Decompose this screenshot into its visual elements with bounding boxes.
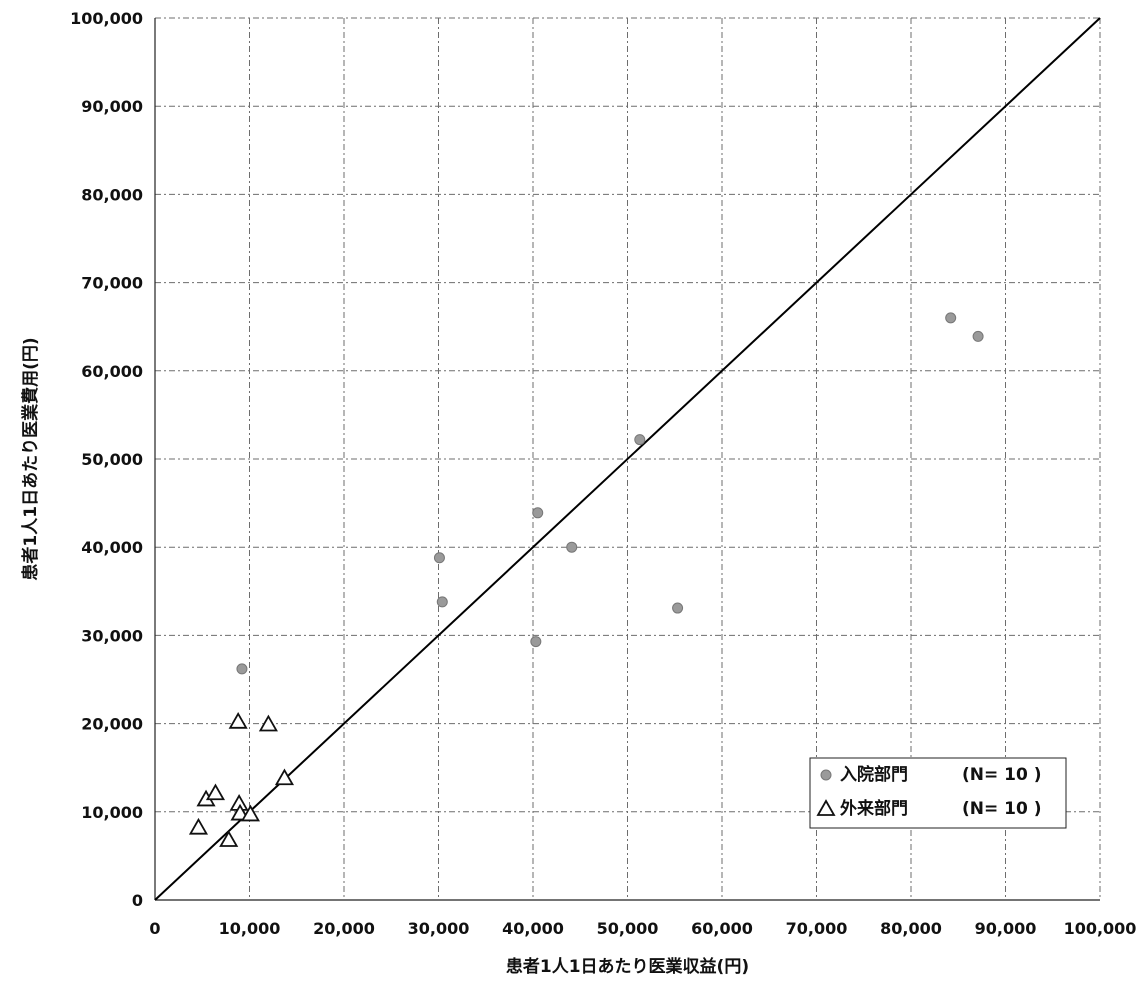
y-tick-label: 50,000 [81, 450, 143, 469]
y-tick-label: 10,000 [81, 803, 143, 822]
x-tick-label: 20,000 [313, 919, 375, 938]
y-tick-label: 70,000 [81, 274, 143, 293]
x-tick-label: 90,000 [975, 919, 1037, 938]
y-tick-label: 0 [132, 891, 143, 910]
y-axis-title: 患者1人1日あたり医業費用(円) [20, 337, 41, 580]
inpatient-point [972, 330, 984, 342]
legend-n-1: (N= 10 ) [962, 799, 1042, 819]
x-tick-label: 100,000 [1064, 919, 1137, 938]
x-tick-label: 50,000 [597, 919, 659, 938]
reference-line [154, 17, 1101, 901]
y-tick-label: 100,000 [70, 9, 143, 28]
outpatient-point [205, 783, 226, 801]
inpatient-point [236, 663, 248, 675]
y-tick-label: 60,000 [81, 362, 143, 381]
y-tick-label: 20,000 [81, 715, 143, 734]
inpatient-point [436, 596, 448, 608]
x-tick-label: 10,000 [219, 919, 281, 938]
y-tick-label: 30,000 [81, 626, 143, 645]
legend-marker-0 [820, 769, 832, 781]
outpatient-point [219, 830, 239, 847]
x-tick-label: 40,000 [502, 919, 564, 938]
inpatient-point [566, 541, 578, 553]
x-tick-label: 0 [149, 919, 160, 938]
x-axis-title: 患者1人1日あたり医業収益(円) [506, 956, 749, 977]
outpatient-point [240, 804, 260, 822]
inpatient-point [532, 507, 544, 519]
y-tick-label: 40,000 [81, 538, 143, 557]
y-tick-label: 80,000 [81, 185, 143, 204]
x-tick-label: 30,000 [408, 919, 470, 938]
legend-label-1: 外来部門 [840, 798, 908, 819]
legend-label-0: 入院部門 [840, 764, 908, 785]
inpatient-point [672, 602, 684, 614]
x-tick-label: 60,000 [691, 919, 753, 938]
legend-n-0: (N= 10 ) [962, 765, 1042, 785]
inpatient-point [530, 636, 542, 648]
outpatient-point [258, 714, 278, 732]
x-tick-label: 70,000 [786, 919, 848, 938]
outpatient-point [228, 712, 248, 729]
inpatient-point [634, 434, 646, 446]
outpatient-point [274, 768, 295, 786]
legend [809, 757, 1067, 829]
outpatient-point [188, 817, 209, 835]
legend-marker-1 [816, 799, 836, 816]
x-tick-label: 80,000 [880, 919, 942, 938]
inpatient-point [433, 552, 445, 564]
y-tick-label: 90,000 [81, 97, 143, 116]
inpatient-point [945, 312, 957, 324]
